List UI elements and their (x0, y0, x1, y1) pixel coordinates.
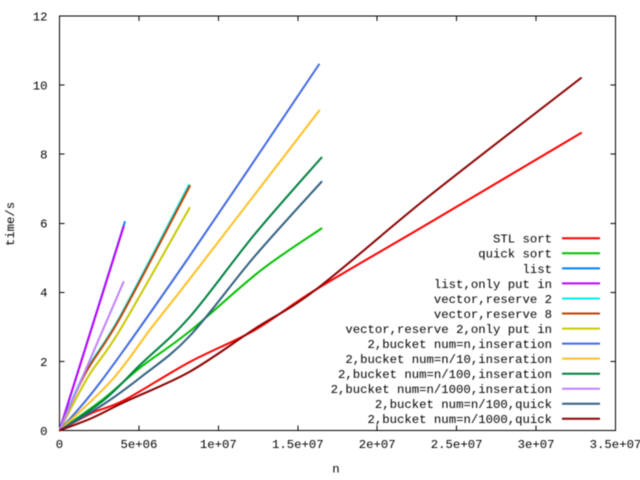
svg-text:3e+07: 3e+07 (518, 438, 555, 452)
svg-text:vector,reserve 8: vector,reserve 8 (434, 308, 552, 322)
svg-text:2: 2 (40, 356, 47, 370)
svg-text:12: 12 (33, 10, 48, 24)
svg-text:2,bucket num=n/100,quick: 2,bucket num=n/100,quick (375, 398, 552, 412)
svg-text:list,only put in: list,only put in (434, 278, 552, 292)
svg-text:2,bucket num=n/100,inseration: 2,bucket num=n/100,inseration (338, 368, 552, 382)
svg-text:2,bucket num=n,inseration: 2,bucket num=n,inseration (368, 338, 552, 352)
svg-text:4: 4 (40, 287, 47, 301)
svg-text:0: 0 (56, 438, 63, 452)
svg-text:5e+06: 5e+06 (120, 438, 157, 452)
svg-text:quick sort: quick sort (478, 248, 552, 262)
svg-text:list: list (522, 263, 552, 277)
svg-text:6: 6 (40, 218, 47, 232)
svg-text:2e+07: 2e+07 (359, 438, 396, 452)
svg-text:n: n (332, 463, 339, 477)
svg-text:2.5e+07: 2.5e+07 (431, 438, 483, 452)
svg-text:2,bucket num=n/10,inseration: 2,bucket num=n/10,inseration (345, 353, 552, 367)
svg-text:0: 0 (40, 425, 47, 439)
svg-text:3.5e+07: 3.5e+07 (590, 438, 640, 452)
svg-text:vector,reserve 2: vector,reserve 2 (434, 293, 552, 307)
svg-text:2,bucket num=n/1000,quick: 2,bucket num=n/1000,quick (368, 413, 552, 427)
svg-text:1.5e+07: 1.5e+07 (272, 438, 324, 452)
svg-text:8: 8 (40, 149, 47, 163)
svg-text:1e+07: 1e+07 (200, 438, 237, 452)
svg-text:STL sort: STL sort (493, 233, 552, 247)
svg-text:10: 10 (33, 80, 48, 94)
svg-text:time/s: time/s (4, 202, 18, 246)
svg-text:2,bucket num=n/1000,inseration: 2,bucket num=n/1000,inseration (331, 383, 552, 397)
svg-text:vector,reserve 2,only put in: vector,reserve 2,only put in (345, 323, 552, 337)
